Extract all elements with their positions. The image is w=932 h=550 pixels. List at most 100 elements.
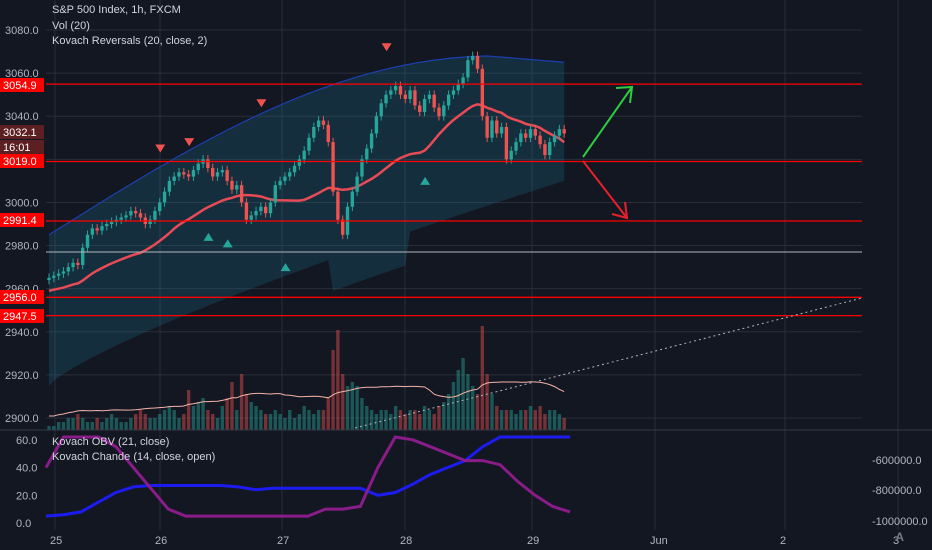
candle-body bbox=[413, 90, 417, 106]
candle-body bbox=[76, 262, 80, 265]
candle-body bbox=[249, 215, 253, 220]
candle-body bbox=[432, 94, 436, 108]
candle-body bbox=[167, 180, 172, 192]
candle-body bbox=[230, 180, 234, 190]
volume-bar bbox=[480, 326, 485, 430]
candle-body bbox=[66, 267, 70, 272]
chart-title: S&P 500 Index, 1h, FXCM bbox=[52, 4, 181, 16]
candle-body bbox=[268, 202, 273, 214]
volume-bar bbox=[114, 418, 119, 430]
price-label-box bbox=[0, 309, 44, 323]
volume-bar bbox=[326, 398, 330, 430]
reversal-up-marker bbox=[203, 232, 214, 241]
volume-bar bbox=[201, 398, 205, 430]
candle-body bbox=[461, 77, 465, 84]
reversal-down-marker bbox=[184, 138, 195, 147]
volume-bar bbox=[263, 414, 268, 430]
candle-body bbox=[95, 228, 99, 231]
candle-body bbox=[52, 275, 56, 278]
candle-body bbox=[341, 219, 345, 235]
candle-body bbox=[302, 150, 306, 160]
grid bbox=[46, 0, 899, 530]
reversal-down-marker bbox=[381, 43, 392, 52]
volume-bar bbox=[538, 406, 542, 430]
volume-bar bbox=[162, 410, 167, 430]
volume-bar bbox=[427, 410, 432, 430]
volume-bar bbox=[71, 418, 75, 430]
x-tick-label: 2 bbox=[780, 535, 786, 547]
candle-body bbox=[369, 133, 374, 149]
indicator-lines bbox=[0, 429, 932, 518]
volume-bar bbox=[167, 406, 172, 430]
candle-body bbox=[557, 129, 562, 136]
candle-body bbox=[186, 174, 191, 177]
candle-body bbox=[206, 159, 210, 168]
volume-bar bbox=[552, 410, 557, 430]
candle-body bbox=[85, 234, 90, 248]
volume-bar bbox=[52, 426, 56, 430]
candle-body bbox=[225, 170, 229, 181]
osc-right-tick: -1000000.0 bbox=[872, 516, 928, 528]
volume-bar bbox=[143, 414, 147, 430]
volume-bar bbox=[249, 402, 253, 430]
volume-bar bbox=[557, 414, 562, 430]
price-label: 3054.9 bbox=[3, 80, 37, 92]
candle-body bbox=[442, 105, 446, 117]
volume-bar bbox=[432, 414, 436, 430]
price-label: 16:01 bbox=[3, 142, 31, 154]
candle-body bbox=[254, 211, 258, 216]
volume-bar bbox=[215, 418, 220, 430]
candle-body bbox=[292, 165, 297, 173]
candle-body bbox=[523, 133, 528, 138]
candle-body bbox=[485, 116, 489, 138]
volume-bar bbox=[225, 398, 229, 430]
volume-bar bbox=[105, 418, 109, 430]
candle-body bbox=[379, 103, 383, 117]
volume-bar bbox=[408, 410, 412, 430]
volume-bar bbox=[158, 414, 162, 430]
candle-body bbox=[533, 129, 537, 136]
candle-body bbox=[312, 127, 316, 138]
obv-line bbox=[45, 435, 570, 518]
candle-body bbox=[398, 86, 403, 95]
tradingview-logo[interactable]: A bbox=[895, 530, 904, 544]
candle-body bbox=[109, 221, 114, 224]
volume-bar bbox=[220, 406, 225, 430]
candle-body bbox=[543, 144, 547, 156]
candle-body bbox=[56, 273, 61, 276]
candle-body bbox=[499, 127, 504, 134]
candle-body bbox=[90, 228, 95, 235]
candle-body bbox=[490, 120, 494, 138]
candle-body bbox=[278, 180, 282, 186]
candle-body bbox=[177, 172, 181, 177]
candle-body bbox=[182, 172, 186, 175]
volume-bar bbox=[519, 410, 523, 430]
candle-body bbox=[504, 127, 509, 160]
volume-bar bbox=[379, 410, 383, 430]
volume-bar bbox=[100, 422, 104, 430]
price-label-box bbox=[0, 125, 44, 139]
candle-body bbox=[389, 90, 393, 95]
volume-bar bbox=[316, 410, 321, 430]
chande-legend: Kovach Chande (14, close, open) bbox=[52, 451, 216, 463]
candle-body bbox=[475, 55, 480, 69]
volume-bar bbox=[307, 410, 311, 430]
volume-bar bbox=[85, 422, 90, 430]
volume-bar bbox=[336, 330, 340, 430]
volume-bar bbox=[341, 374, 345, 430]
volume-bar bbox=[196, 402, 200, 430]
candle-body bbox=[562, 129, 566, 134]
price-label: 2947.5 bbox=[3, 311, 37, 323]
y-tick-label: 3080.0 bbox=[5, 25, 39, 37]
reversal-up-marker bbox=[222, 239, 233, 248]
volume-bar bbox=[403, 414, 407, 430]
price-label-box bbox=[0, 290, 44, 304]
osc-right-tick: -800000.0 bbox=[872, 485, 922, 497]
price-label: 3019.0 bbox=[3, 156, 37, 168]
candle-body bbox=[288, 172, 292, 177]
axes: 2900.02920.02940.02960.02980.03000.03020… bbox=[0, 25, 928, 547]
candle-body bbox=[61, 271, 66, 274]
price-label: 3032.1 bbox=[3, 127, 37, 139]
x-tick-label: 3 bbox=[893, 535, 899, 547]
y-tick-label: 2980.0 bbox=[5, 241, 39, 253]
